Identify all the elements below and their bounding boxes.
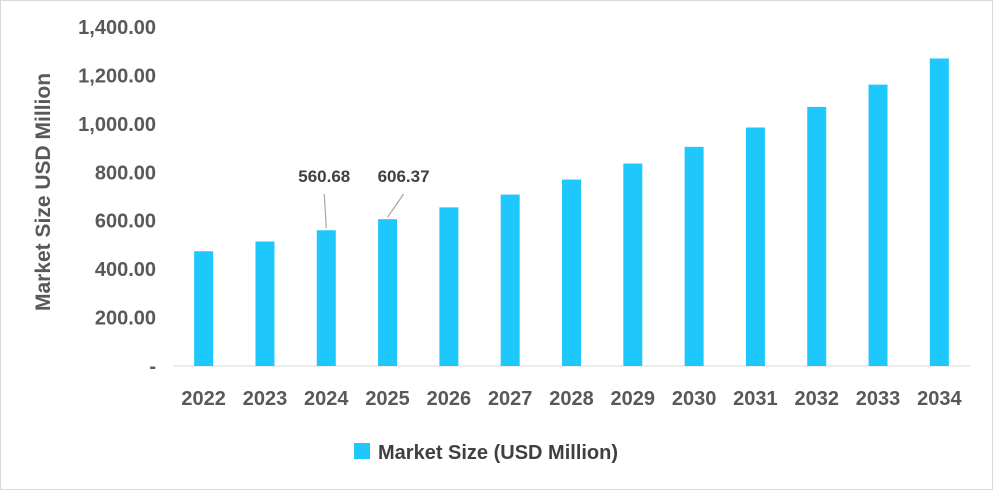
x-tick-labels: 2022 2023 2024 2025 2026 2027 2028 2029 2030 2031… (181, 388, 962, 410)
x-tick-label: 2023 (243, 388, 288, 410)
x-tick-label: 2029 (611, 388, 656, 410)
y-tick-label: 1,000.00 (78, 114, 156, 136)
y-axis-label-group: Market Size USD Million (32, 73, 55, 311)
bar-2028 (562, 179, 581, 366)
bar-2031 (745, 127, 765, 366)
x-tick-label: 2026 (427, 388, 472, 410)
x-tick-label: 2032 (794, 388, 839, 410)
x-tick-label: 2027 (488, 388, 533, 410)
x-tick-label: 2033 (856, 388, 901, 410)
data-label: 560.68 (298, 167, 350, 186)
bars (194, 58, 949, 367)
data-label: 606.37 (378, 167, 430, 186)
x-tick-label: 2030 (672, 388, 717, 410)
y-tick-label: 200.00 (95, 308, 156, 330)
bar-2026 (439, 207, 459, 366)
legend-swatch (354, 443, 370, 459)
y-tick-labels: - 200.00 400.00 600.00 800.00 1,000.00 1,200.0… (78, 17, 156, 378)
bar-2022 (194, 251, 214, 366)
x-tick-label: 2025 (365, 388, 410, 410)
y-tick-label: 800.00 (95, 162, 156, 184)
y-axis-title: Market Size USD Million (32, 73, 55, 311)
y-tick-label: 1,200.00 (78, 65, 156, 87)
bar-2030 (684, 146, 704, 366)
data-label-leader (387, 193, 405, 218)
y-tick-label: 1,400.00 (78, 17, 156, 39)
bar-2027 (500, 194, 520, 366)
legend-label: Market Size (USD Million) (378, 442, 618, 464)
data-label-leader (323, 193, 327, 229)
bar-2033 (868, 84, 888, 366)
x-tick-label: 2024 (304, 388, 349, 410)
y-tick-label: 400.00 (95, 259, 156, 281)
data-labels: 560.68 606.37 (298, 167, 430, 229)
y-tick-label: 600.00 (95, 211, 156, 233)
x-tick-label: 2022 (181, 388, 226, 410)
x-tick-label: 2031 (733, 388, 778, 410)
bar-2032 (807, 106, 827, 367)
bar-2023 (255, 241, 275, 366)
legend: Market Size (USD Million) (354, 442, 618, 464)
x-tick-label: 2028 (549, 388, 594, 410)
bar-2024 (316, 230, 336, 366)
bar-2029 (623, 163, 643, 366)
bar-2025 (378, 219, 398, 366)
x-tick-label: 2034 (917, 388, 962, 410)
bar-2034 (929, 58, 949, 366)
y-tick-label: - (149, 356, 156, 378)
